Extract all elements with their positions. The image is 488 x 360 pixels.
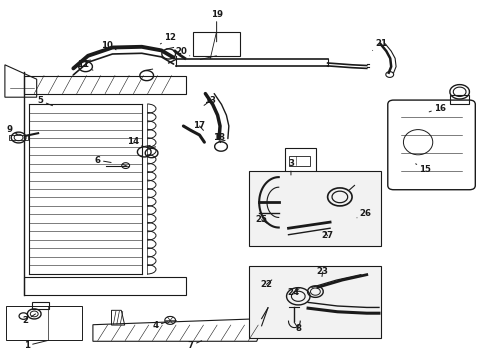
Text: 21: 21 bbox=[372, 40, 386, 50]
Text: 26: 26 bbox=[356, 209, 371, 218]
Bar bbox=[289, 156, 309, 166]
Text: 9: 9 bbox=[7, 125, 18, 134]
Bar bbox=[32, 302, 49, 309]
Text: 15: 15 bbox=[415, 164, 430, 174]
Text: 24: 24 bbox=[287, 288, 299, 297]
Bar bbox=[9, 135, 28, 140]
Text: 14: 14 bbox=[127, 136, 142, 146]
Text: 23: 23 bbox=[316, 267, 328, 276]
Text: 12: 12 bbox=[160, 33, 176, 44]
Text: 10: 10 bbox=[101, 40, 116, 50]
Text: 6: 6 bbox=[95, 156, 111, 165]
Text: 13: 13 bbox=[203, 96, 216, 105]
Text: 20: 20 bbox=[175, 46, 189, 56]
Bar bbox=[6, 306, 81, 340]
Text: 18: 18 bbox=[213, 133, 224, 143]
Text: 8: 8 bbox=[294, 322, 301, 333]
Text: 27: 27 bbox=[321, 231, 333, 240]
Text: 5: 5 bbox=[38, 96, 52, 106]
Text: 1: 1 bbox=[24, 341, 47, 350]
Text: 3: 3 bbox=[287, 159, 293, 175]
Bar bbox=[449, 95, 468, 104]
Text: 17: 17 bbox=[193, 122, 205, 130]
Bar bbox=[249, 266, 381, 338]
Bar bbox=[24, 277, 185, 295]
Text: 16: 16 bbox=[428, 104, 445, 112]
Text: 25: 25 bbox=[255, 215, 267, 224]
Bar bbox=[193, 32, 239, 56]
Text: 19: 19 bbox=[210, 10, 222, 42]
Text: 4: 4 bbox=[152, 321, 167, 330]
Text: 11: 11 bbox=[77, 60, 93, 70]
Bar bbox=[249, 171, 381, 246]
Text: 22: 22 bbox=[260, 280, 272, 289]
Text: 7: 7 bbox=[187, 341, 201, 350]
Text: 2: 2 bbox=[22, 314, 36, 325]
Bar bbox=[24, 76, 185, 94]
Bar bbox=[284, 148, 316, 193]
